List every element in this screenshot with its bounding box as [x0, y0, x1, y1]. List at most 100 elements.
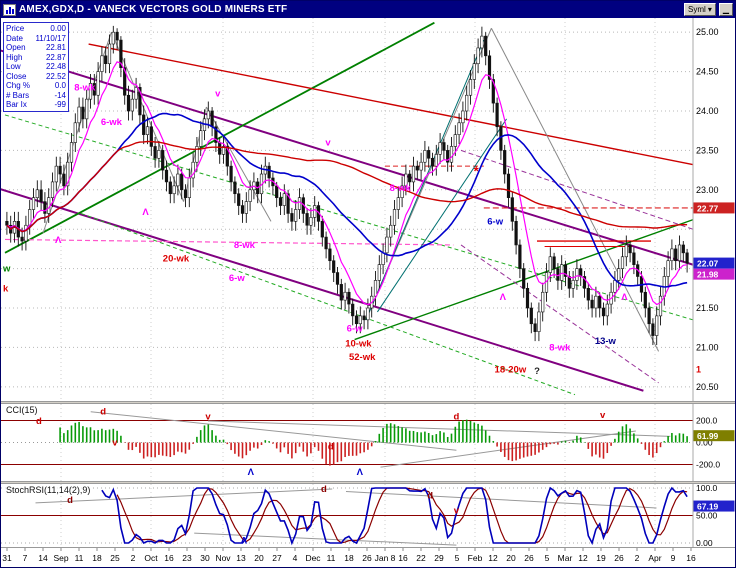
svg-text:18-20w: 18-20w: [495, 364, 527, 375]
svg-text:-200.0: -200.0: [696, 460, 720, 470]
info-row: Open 22.81: [6, 43, 66, 52]
svg-text:25.00: 25.00: [696, 27, 719, 37]
price-chart-canvas[interactable]: 25.00 24.50 24.00 23.50 23.00 21.50 21.00 20.50…: [1, 18, 735, 401]
minimize-button[interactable]: ▁: [718, 3, 733, 16]
slow-ma: [6, 140, 688, 233]
svg-text:*: *: [474, 163, 480, 178]
svg-text:d: d: [321, 484, 327, 495]
svg-text:27: 27: [272, 553, 282, 563]
cci-label: CCI(15): [5, 405, 39, 415]
stochrsi-chart-canvas[interactable]: 100.0 50.00 0.00 67.19 d d d v Λ: [1, 484, 735, 547]
svg-text:Sep: Sep: [53, 553, 68, 563]
svg-text:Λ: Λ: [500, 292, 507, 303]
fast-ma: [6, 61, 688, 306]
svg-text:22: 22: [416, 553, 426, 563]
svg-text:20: 20: [506, 553, 516, 563]
svg-text:23: 23: [182, 553, 192, 563]
titlebar[interactable]: AMEX,GDX,D - VANECK VECTORS GOLD MINERS …: [1, 1, 735, 18]
symbol-dropdown-label: Syml: [688, 5, 706, 14]
svg-text:6-w: 6-w: [347, 323, 363, 334]
price-panel[interactable]: 25.00 24.50 24.00 23.50 23.00 21.50 21.00 20.50…: [1, 18, 735, 401]
svg-text:8-wk: 8-wk: [234, 240, 256, 251]
svg-text:50.00: 50.00: [696, 511, 718, 521]
cci-histogram: [59, 419, 688, 466]
svg-text:23.00: 23.00: [696, 185, 719, 195]
stochrsi-k-line: [101, 486, 688, 546]
symbol-dropdown-button[interactable]: Syml ▾: [684, 3, 716, 16]
svg-text:13-w: 13-w: [595, 336, 617, 347]
time-axis[interactable]: 31 7 14 Sep 11 18 25 2 Oct 16 23 30 Nov 13 20 27 4 Dec 11 1…: [1, 547, 735, 567]
price-axis-flag: [693, 257, 735, 269]
info-row: Chg % 0.0: [6, 81, 66, 90]
svg-text:16: 16: [686, 553, 696, 563]
svg-text:1: 1: [696, 364, 701, 374]
info-row: Low 22.48: [6, 62, 66, 71]
stochrsi-label: StochRSI(11,14(2),9): [5, 485, 92, 495]
svg-text:5: 5: [545, 553, 550, 563]
svg-text:Nov: Nov: [215, 553, 231, 563]
panel-splitter-2[interactable]: [1, 481, 735, 484]
svg-text:23.50: 23.50: [696, 145, 719, 155]
stochrsi-panel[interactable]: 100.0 50.00 0.00 67.19 d d d v Λ StochRSI(11,14(…: [1, 484, 735, 547]
svg-text:v: v: [325, 138, 331, 149]
svg-text:Λ: Λ: [142, 207, 149, 218]
svg-text:k: k: [3, 283, 9, 294]
svg-text:7: 7: [23, 553, 28, 563]
cci-chart-canvas[interactable]: 200.0 0.00 -200.0 61.99 d d v v Λd Λd v: [1, 404, 735, 481]
info-row: # Bars -14: [6, 90, 66, 100]
info-row: Price 0.00: [6, 24, 66, 33]
svg-text:v: v: [454, 505, 460, 516]
svg-text:0.00: 0.00: [696, 538, 713, 547]
svg-text:31: 31: [2, 553, 12, 563]
svg-text:10-wk: 10-wk: [345, 338, 372, 349]
svg-text:100.0: 100.0: [696, 484, 718, 493]
svg-text:d: d: [67, 495, 73, 506]
svg-text:18: 18: [344, 553, 354, 563]
svg-text:8-wk: 8-wk: [390, 183, 412, 194]
mid-ma: [6, 112, 688, 288]
cycle-annotations: 8-wk6-wkvv8-wk8-wk20-wk6-wΛΛ6-w10-wk52-w…: [2, 82, 628, 377]
svg-text:61.99: 61.99: [697, 431, 719, 441]
svg-text:20-wk: 20-wk: [163, 253, 190, 264]
caret-down-icon: ▾: [707, 5, 712, 14]
svg-text:52-wk: 52-wk: [349, 352, 376, 363]
svg-text:Jan 8: Jan 8: [375, 553, 396, 563]
svg-text:d: d: [36, 416, 42, 427]
svg-text:30: 30: [200, 553, 210, 563]
svg-text:26: 26: [362, 553, 372, 563]
svg-text:14: 14: [38, 553, 48, 563]
svg-text:19: 19: [596, 553, 606, 563]
svg-text:200.0: 200.0: [696, 416, 718, 426]
svg-text:Λ: Λ: [241, 536, 248, 547]
candles: [5, 25, 689, 346]
svg-text:18: 18: [92, 553, 102, 563]
svg-text:v: v: [112, 438, 118, 449]
stochrsi-axis-flag: [693, 500, 735, 512]
svg-text:Λ: Λ: [248, 467, 255, 478]
svg-text:24.00: 24.00: [696, 106, 719, 116]
svg-text:Mar: Mar: [558, 553, 573, 563]
svg-text:d: d: [427, 490, 433, 501]
svg-text:Dec: Dec: [305, 553, 321, 563]
panel-splitter-1[interactable]: [1, 401, 735, 404]
window-title: AMEX,GDX,D - VANECK VECTORS GOLD MINERS …: [19, 4, 288, 15]
info-row: Close 22.52: [6, 71, 66, 81]
svg-text:13: 13: [236, 553, 246, 563]
svg-text:20.50: 20.50: [696, 382, 719, 392]
svg-text:11: 11: [75, 553, 84, 563]
svg-text:25: 25: [110, 553, 120, 563]
data-window: Price 0.00 Date 11/10/17 Open 22.81 High 22.87 L…: [3, 22, 69, 112]
info-row: Date 11/10/17: [6, 33, 66, 43]
svg-text:8-wk: 8-wk: [74, 82, 96, 93]
svg-text:22.77: 22.77: [697, 203, 719, 213]
svg-text:12: 12: [488, 553, 498, 563]
svg-text:Λ: Λ: [357, 467, 364, 478]
svg-text:6-wk: 6-wk: [101, 117, 123, 128]
svg-text:Oct: Oct: [144, 553, 158, 563]
svg-text:Λ: Λ: [621, 292, 628, 303]
svg-text:21.50: 21.50: [696, 303, 719, 313]
svg-text:9: 9: [671, 553, 676, 563]
svg-text:67.19: 67.19: [697, 502, 719, 512]
